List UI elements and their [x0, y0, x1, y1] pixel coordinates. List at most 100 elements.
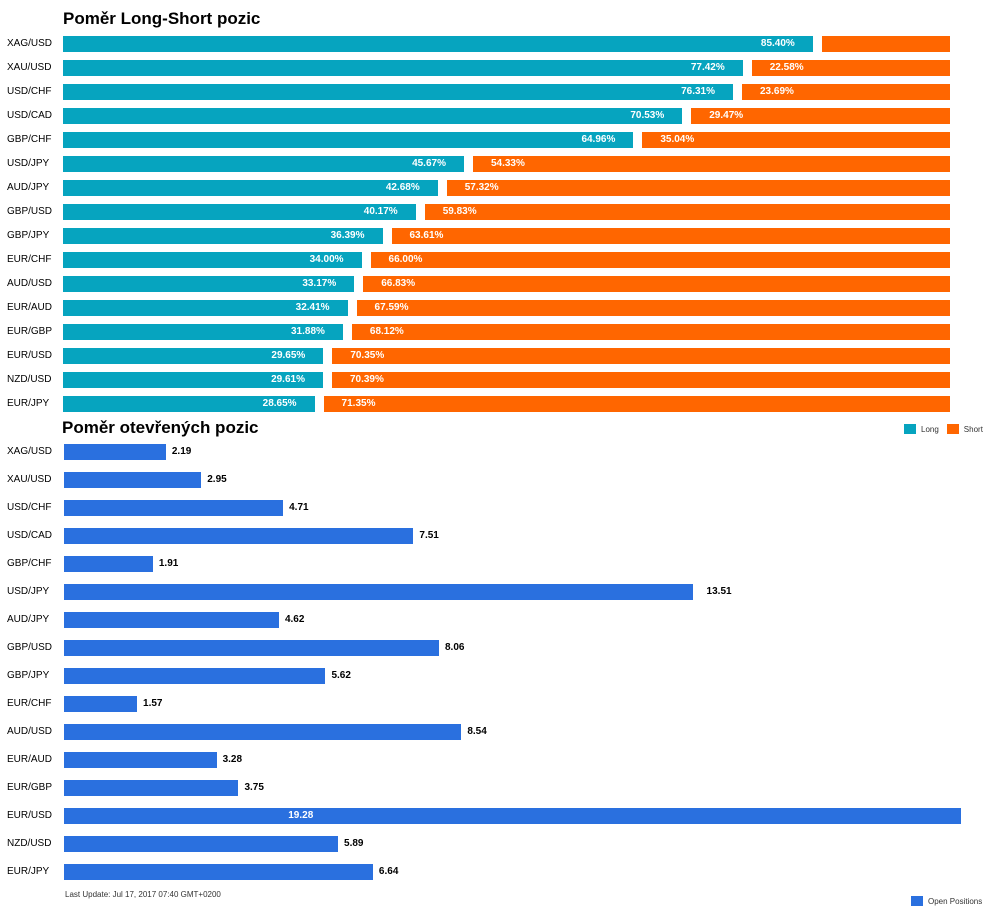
open-positions-legend: Open Positions: [903, 896, 982, 906]
category-label: EUR/GBP: [7, 782, 53, 793]
long-bar[interactable]: [63, 60, 743, 76]
short-value-label: 23.69%: [760, 86, 794, 97]
long-bar[interactable]: [63, 300, 348, 316]
short-bar[interactable]: [751, 60, 950, 76]
long-bar[interactable]: [63, 132, 634, 148]
category-label: GBP/USD: [7, 642, 53, 653]
long-short-chart-title: Poměr Long-Short pozic: [63, 9, 261, 28]
long-value-label: 40.17%: [363, 206, 398, 217]
long-bar[interactable]: [63, 84, 733, 100]
short-bar[interactable]: [331, 372, 950, 388]
long-bar[interactable]: [63, 108, 683, 124]
long-short-legend: Long Short: [896, 424, 983, 434]
short-swatch: [946, 424, 959, 434]
open-positions-bar[interactable]: [64, 808, 961, 824]
long-value-label: 42.68%: [385, 182, 420, 193]
short-value-label: 71.35%: [341, 398, 376, 409]
open-positions-bar[interactable]: [64, 444, 166, 460]
open-positions-value-label: 1.91: [158, 558, 179, 569]
long-bar[interactable]: [63, 276, 355, 292]
open-positions-bar[interactable]: [64, 584, 693, 600]
short-bar[interactable]: [446, 180, 950, 196]
last-update-text: Last Update: Jul 17, 2017 07:40 GMT+0200: [65, 890, 221, 899]
short-bar[interactable]: [742, 84, 950, 100]
category-label: EUR/CHF: [7, 254, 52, 265]
open-positions-bar[interactable]: [64, 668, 326, 684]
short-bar[interactable]: [370, 252, 950, 268]
short-bar[interactable]: [332, 348, 950, 364]
open-positions-bar[interactable]: [64, 696, 138, 712]
long-value-label: 33.17%: [302, 278, 337, 289]
open-positions-value-label: 19.28: [288, 810, 314, 821]
legend-item-long[interactable]: Long: [904, 424, 939, 434]
short-bar[interactable]: [356, 300, 950, 316]
open-positions-value-label: 2.19: [171, 446, 192, 457]
open-positions-bar[interactable]: [64, 724, 462, 740]
long-bar[interactable]: [63, 36, 813, 52]
long-bar[interactable]: [63, 252, 362, 268]
short-bar[interactable]: [323, 396, 950, 412]
category-label: USD/CHF: [7, 502, 52, 513]
legend-item-open-positions[interactable]: Open Positions: [911, 896, 982, 906]
long-bar[interactable]: [63, 204, 416, 220]
short-bar[interactable]: [351, 324, 950, 340]
short-bar[interactable]: [363, 276, 950, 292]
short-value-label: 70.39%: [349, 374, 384, 385]
open-positions-value-label: 8.54: [467, 726, 487, 737]
short-bar[interactable]: [424, 204, 950, 220]
open-positions-bar[interactable]: [64, 500, 284, 516]
category-label: XAG/USD: [7, 38, 53, 49]
category-label: EUR/CHF: [7, 698, 52, 709]
open-positions-bar[interactable]: [64, 528, 414, 544]
open-positions-value-label: 6.64: [378, 866, 399, 877]
long-bar[interactable]: [63, 396, 315, 412]
open-positions-bar[interactable]: [64, 556, 153, 572]
short-bar[interactable]: [642, 132, 950, 148]
short-value-label: 70.35%: [350, 350, 385, 361]
long-bar[interactable]: [63, 228, 383, 244]
long-bar[interactable]: [63, 324, 343, 340]
open-positions-bar[interactable]: [64, 640, 439, 656]
category-label: EUR/USD: [7, 350, 53, 361]
legend-item-short[interactable]: Short: [946, 424, 983, 434]
short-bar[interactable]: [391, 228, 950, 244]
open-positions-bar[interactable]: [64, 836, 339, 852]
category-label: AUD/JPY: [7, 182, 50, 193]
long-bar[interactable]: [63, 180, 438, 196]
open-positions-value-label: 2.95: [207, 474, 227, 485]
open-positions-bar[interactable]: [64, 864, 373, 880]
open-positions-bar[interactable]: [64, 780, 239, 796]
short-bar[interactable]: [472, 156, 950, 172]
open-positions-bar[interactable]: [64, 752, 217, 768]
long-bar[interactable]: [63, 372, 323, 388]
open-positions-bar[interactable]: [64, 472, 202, 488]
category-label: XAU/USD: [7, 474, 52, 485]
category-label: GBP/CHF: [7, 134, 52, 145]
category-label: GBP/JPY: [7, 230, 50, 241]
category-label: NZD/USD: [7, 374, 52, 385]
category-label: EUR/GBP: [7, 326, 53, 337]
category-label: USD/CAD: [7, 110, 53, 121]
long-value-label: 31.88%: [291, 326, 325, 337]
long-value-label: 77.42%: [690, 62, 725, 73]
short-value-label: 57.32%: [464, 182, 499, 193]
open-positions-chart-title: Poměr otevřených pozic: [62, 418, 259, 437]
long-bar[interactable]: [63, 156, 464, 172]
open-positions-bar[interactable]: [64, 612, 279, 628]
category-label: USD/CAD: [7, 530, 53, 541]
short-value-label: 29.47%: [709, 110, 744, 121]
open-positions-value-label: 8.06: [444, 642, 465, 653]
legend-label-short: Short: [963, 424, 983, 434]
short-value-label: 35.04%: [660, 134, 695, 145]
category-label: XAU/USD: [7, 62, 52, 73]
open-positions-value-label: 5.89: [344, 838, 364, 849]
short-bar[interactable]: [821, 36, 950, 52]
short-value-label: 63.61%: [409, 230, 444, 241]
short-bar[interactable]: [691, 108, 950, 124]
long-bar[interactable]: [63, 348, 324, 364]
long-value-label: 70.53%: [630, 110, 665, 121]
category-label: EUR/AUD: [7, 302, 53, 313]
short-value-label: 68.12%: [369, 326, 404, 337]
category-label: EUR/JPY: [7, 866, 50, 877]
